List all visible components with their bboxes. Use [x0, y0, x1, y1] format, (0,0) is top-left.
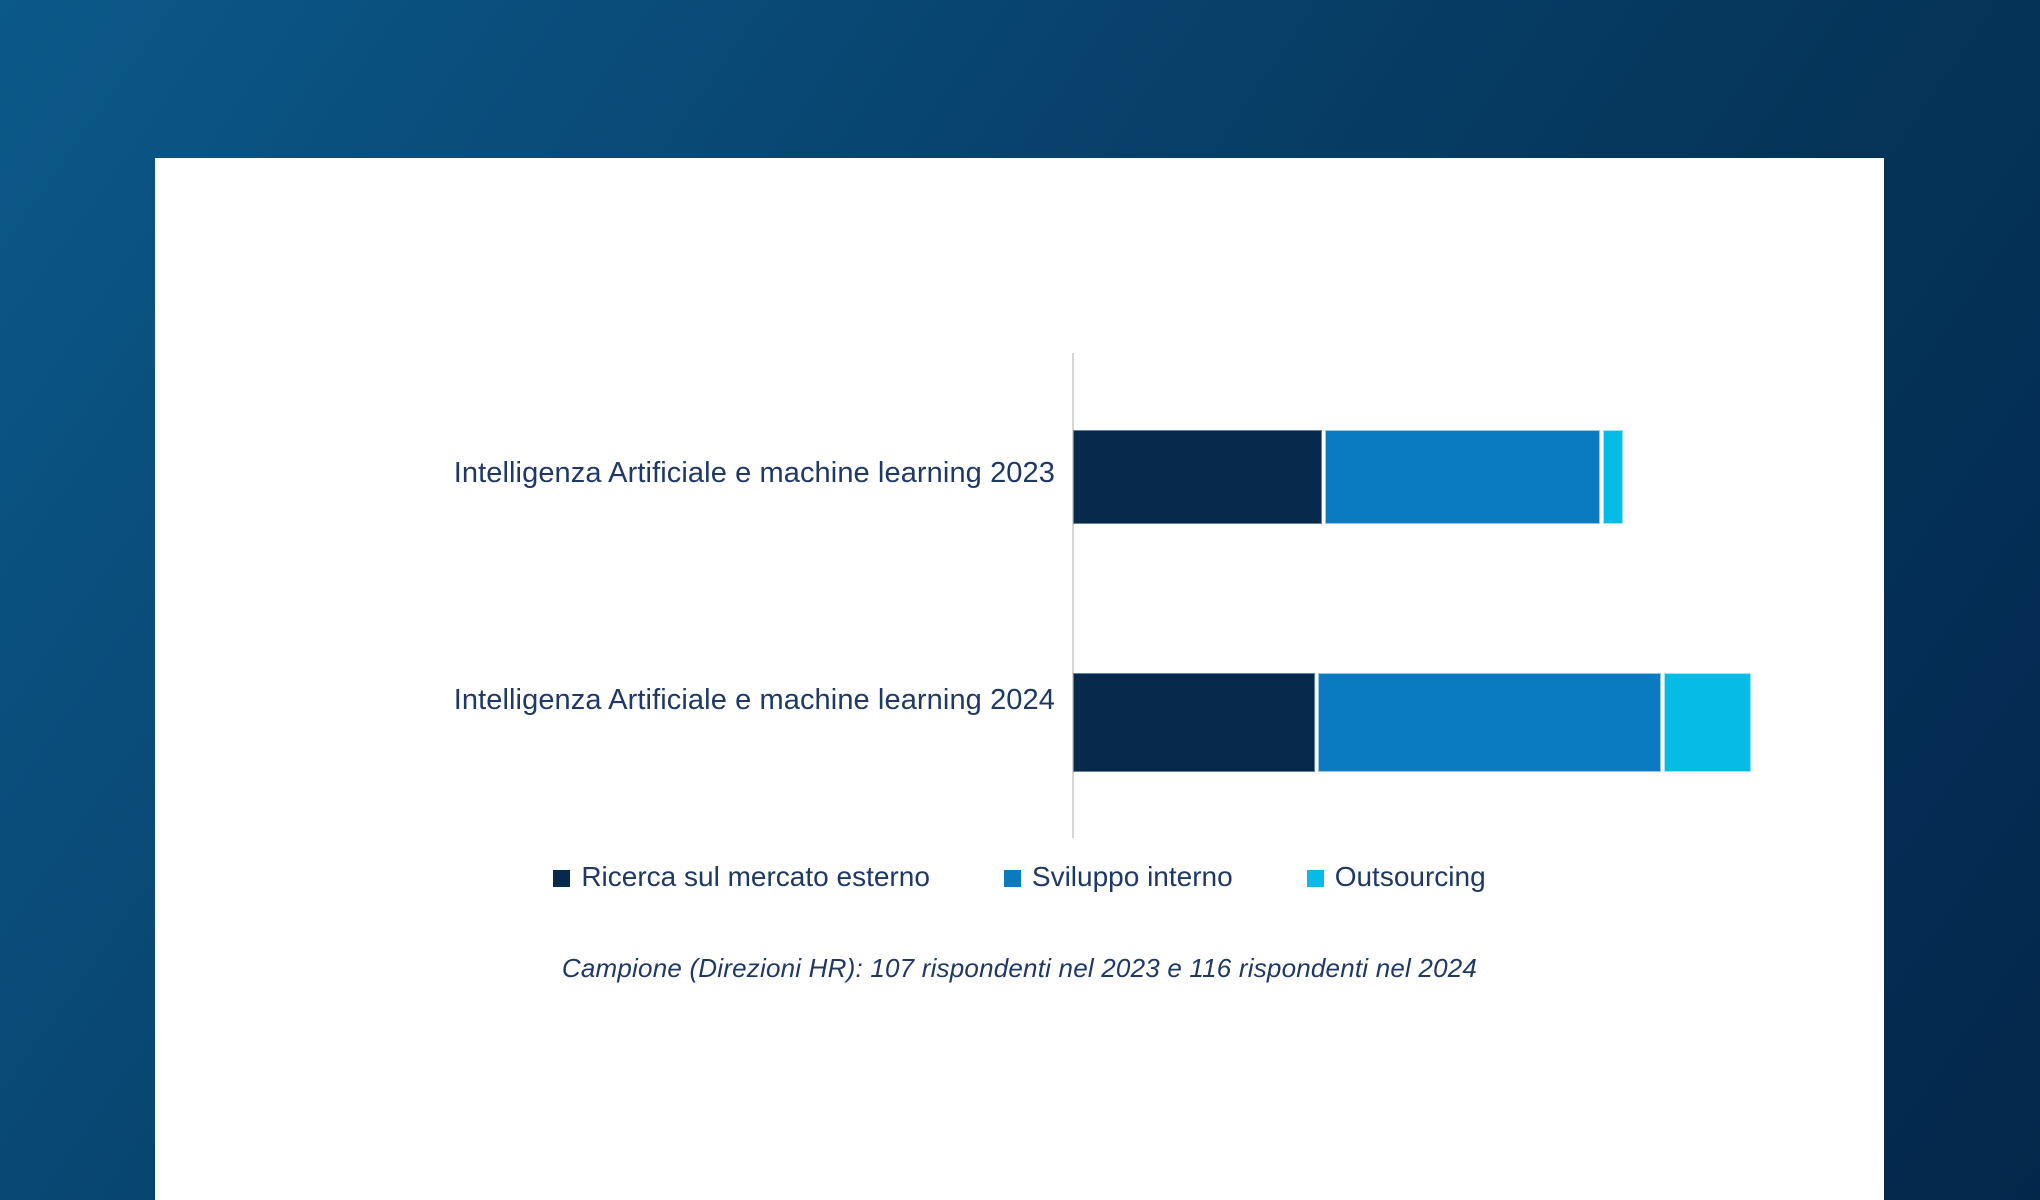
legend-label: Ricerca sul mercato esterno	[581, 861, 930, 892]
category-label-2024: Intelligenza Artificiale e machine learn…	[453, 684, 1055, 716]
legend-label: Sviluppo interno	[1031, 861, 1233, 892]
square-swatch-icon	[553, 869, 571, 887]
legend-item-ricerca[interactable]: Ricerca sul mercato esterno	[553, 861, 930, 893]
segment-gap	[1314, 673, 1318, 772]
segment-gap	[1660, 673, 1664, 772]
chart-legend: Ricerca sul mercato esterno Sviluppo int…	[155, 861, 1884, 893]
square-swatch-icon	[1003, 869, 1021, 887]
chart-footnote: Campione (Direzioni HR): 107 rispondenti…	[561, 953, 1478, 983]
bar-segment-ricerca-2023[interactable]	[1073, 430, 1322, 524]
bar-segment-outsourcing-2024[interactable]	[1663, 673, 1751, 772]
bar-segment-outsourcing-2023[interactable]	[1603, 430, 1624, 524]
legend-item-sviluppo[interactable]: Sviluppo interno	[1003, 861, 1233, 893]
stacked-bar-chart: Intelligenza Artificiale e machine learn…	[155, 158, 1884, 1200]
category-axis-line	[1072, 353, 1074, 838]
bar-segment-sviluppo-2024[interactable]	[1317, 673, 1661, 772]
bar-segment-sviluppo-2023[interactable]	[1324, 430, 1601, 524]
segment-gap	[1600, 430, 1604, 524]
bar-stack-2024	[1073, 673, 1751, 772]
category-label-2023: Intelligenza Artificiale e machine learn…	[453, 457, 1055, 489]
bar-segment-ricerca-2024[interactable]	[1073, 673, 1315, 772]
bar-stack-2023	[1073, 430, 1624, 524]
square-swatch-icon	[1306, 869, 1324, 887]
segment-gap	[1321, 430, 1325, 524]
legend-item-outsourcing[interactable]: Outsourcing	[1306, 861, 1486, 893]
legend-label: Outsourcing	[1334, 861, 1486, 892]
chart-card: Intelligenza Artificiale e machine learn…	[155, 158, 1884, 1200]
